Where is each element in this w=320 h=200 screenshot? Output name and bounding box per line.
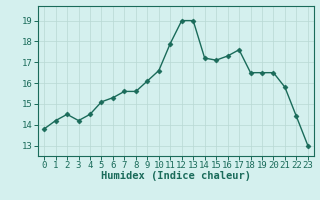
X-axis label: Humidex (Indice chaleur): Humidex (Indice chaleur): [101, 171, 251, 181]
